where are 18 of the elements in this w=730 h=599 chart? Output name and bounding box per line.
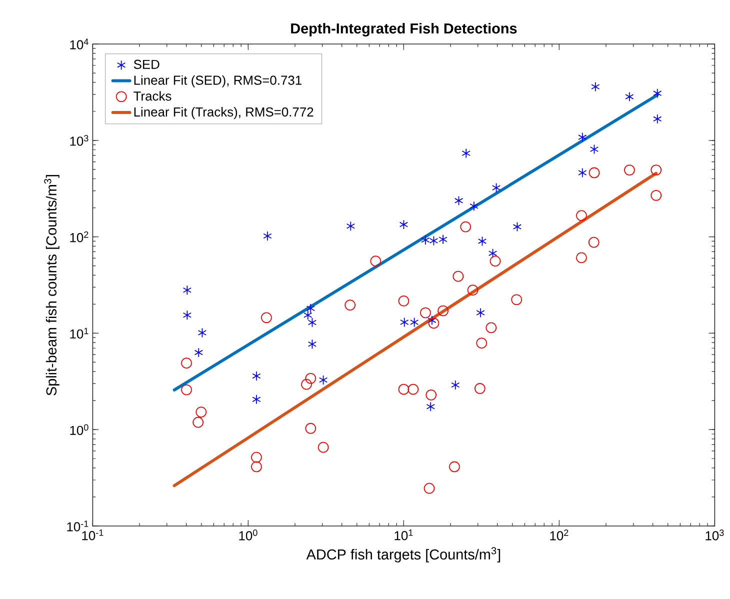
legend-label: Linear Fit (Tracks), RMS=0.772 — [134, 107, 314, 120]
x-tick-label: 10$^{0}$ — [239, 530, 258, 540]
y-tick-label: 10$^{-1}$ — [67, 520, 88, 532]
x-tick-label: 10$^{2}$ — [550, 530, 568, 540]
x-tick-label: 10$^{-1}$ — [82, 530, 104, 540]
chart-title: Depth-Integrated Fish Detections — [291, 22, 517, 36]
legend-label: Linear Fit (SED), RMS=0.731 — [134, 75, 302, 88]
y-tick-label: 10$^{0}$ — [70, 424, 88, 435]
legend-label: SED — [134, 60, 160, 69]
y-axis-title: Split-beam fish counts [Counts/m$^{3}$] — [44, 174, 60, 396]
y-tick-label: 10$^{1}$ — [70, 328, 88, 339]
x-tick-label: 10$^{1}$ — [394, 530, 413, 540]
y-tick-label: 10$^{4}$ — [70, 38, 88, 50]
legend-label: Tracks — [134, 91, 172, 101]
x-tick-label: 10$^{3}$ — [706, 530, 724, 540]
y-tick-label: 10$^{3}$ — [70, 135, 88, 146]
y-tick-label: 10$^{2}$ — [70, 231, 88, 242]
x-axis-title: ADCP fish targets [Counts/m$^{3}$] — [306, 547, 500, 562]
